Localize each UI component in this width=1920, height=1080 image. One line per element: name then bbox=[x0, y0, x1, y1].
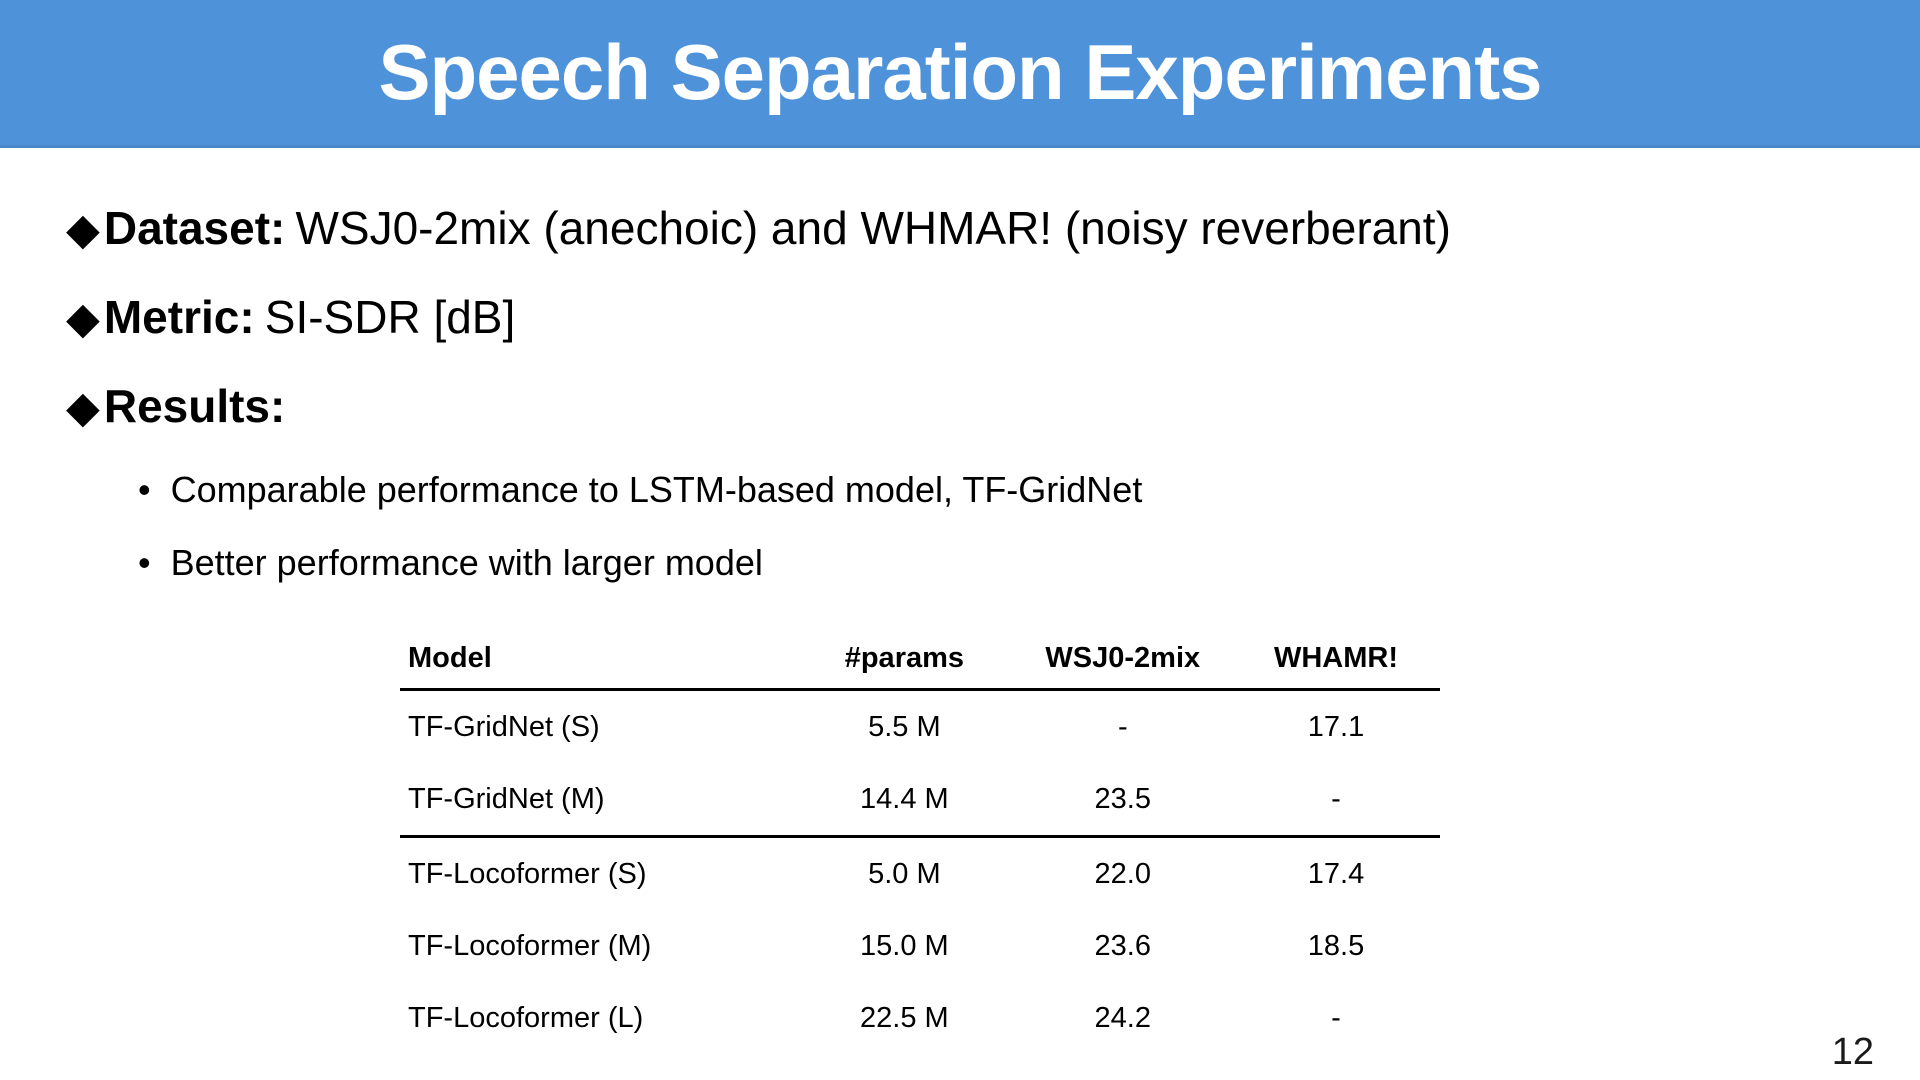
cell-wsj0-2mix: - bbox=[1117, 710, 1128, 743]
bullet-metric-label: Metric: bbox=[103, 291, 255, 343]
bullet-metric: ◆Metric: SI-SDR [dB] bbox=[66, 290, 1920, 346]
column-header-model: Model bbox=[400, 628, 796, 691]
diamond-bullet-icon: ◆ bbox=[66, 294, 100, 343]
title-bar: Speech Separation Experiments bbox=[0, 0, 1920, 148]
slide-title: Speech Separation Experiments bbox=[378, 28, 1542, 116]
sub-bullet-comparable: • Comparable performance to LSTM-based mo… bbox=[138, 468, 1920, 512]
bullet-metric-text: SI-SDR [dB] bbox=[264, 291, 516, 343]
slide-body: ◆Dataset: WSJ0-2mix (anechoic) and WHMAR!… bbox=[0, 148, 1920, 614]
table-header-row: Model #params WSJ0-2mix WHAMR! bbox=[400, 628, 1440, 691]
cell-model: TF-GridNet (S) bbox=[408, 710, 600, 743]
results-table: Model #params WSJ0-2mix WHAMR! TF-GridNe… bbox=[400, 628, 1440, 1054]
results-sub-bullets: • Comparable performance to LSTM-based mo… bbox=[138, 468, 1920, 585]
cell-whamr: 18.5 bbox=[1307, 929, 1365, 962]
cell-wsj0-2mix: 24.2 bbox=[1094, 1001, 1151, 1034]
column-header-wsj0-2mix: WSJ0-2mix bbox=[1013, 628, 1232, 691]
cell-model: TF-Locoformer (M) bbox=[408, 929, 652, 962]
diamond-bullet-icon: ◆ bbox=[66, 383, 100, 432]
cell-wsj0-2mix: 23.5 bbox=[1013, 763, 1232, 838]
bullet-results-label: Results: bbox=[103, 380, 286, 432]
sub-bullet-larger-model-text: Better performance with larger model bbox=[170, 542, 763, 583]
cell-params: 22.5 M bbox=[860, 1001, 949, 1034]
cell-whamr: 17.1 bbox=[1307, 710, 1365, 743]
cell-model: TF-GridNet (M) bbox=[400, 763, 796, 838]
cell-whamr: - bbox=[1231, 763, 1440, 838]
table-row: TF-Locoformer (S) 5.0 M 22.0 17.4 bbox=[400, 837, 1440, 911]
cell-params: 14.4 M bbox=[795, 763, 1014, 838]
dot-bullet-icon: • bbox=[138, 542, 151, 583]
cell-model: TF-Locoformer (S) bbox=[408, 857, 647, 890]
sub-bullet-comparable-text: Comparable performance to LSTM-based mod… bbox=[170, 469, 1143, 510]
cell-model: TF-Locoformer (L) bbox=[408, 1001, 644, 1034]
cell-params: 5.5 M bbox=[868, 710, 941, 743]
diamond-bullet-icon: ◆ bbox=[66, 205, 100, 254]
column-header-whamr: WHAMR! bbox=[1231, 628, 1440, 691]
cell-wsj0-2mix: 22.0 bbox=[1094, 857, 1151, 890]
cell-params: 5.0 M bbox=[868, 857, 941, 890]
page-number: 12 bbox=[1831, 1031, 1874, 1073]
cell-params: 15.0 M bbox=[860, 929, 949, 962]
bullet-dataset: ◆Dataset: WSJ0-2mix (anechoic) and WHMAR!… bbox=[66, 201, 1920, 257]
cell-whamr: 17.4 bbox=[1307, 857, 1365, 890]
table-row: TF-GridNet (M) 14.4 M 23.5 - bbox=[400, 763, 1440, 838]
bullet-dataset-text: WSJ0-2mix (anechoic) and WHMAR! (noisy r… bbox=[295, 202, 1451, 254]
table-row: TF-GridNet (S) 5.5 M - 17.1 bbox=[400, 690, 1440, 764]
dot-bullet-icon: • bbox=[138, 469, 151, 510]
bullet-dataset-label: Dataset: bbox=[103, 202, 286, 254]
column-header-params: #params bbox=[795, 628, 1014, 691]
cell-wsj0-2mix: 23.6 bbox=[1094, 929, 1151, 962]
cell-whamr: - bbox=[1331, 1001, 1341, 1034]
sub-bullet-larger-model: • Better performance with larger model bbox=[138, 541, 1920, 585]
bullet-results: ◆Results: bbox=[66, 379, 1920, 435]
table-row: TF-Locoformer (L) 22.5 M 24.2 - bbox=[400, 982, 1440, 1054]
table-row: TF-Locoformer (M) 15.0 M 23.6 18.5 bbox=[400, 910, 1440, 982]
